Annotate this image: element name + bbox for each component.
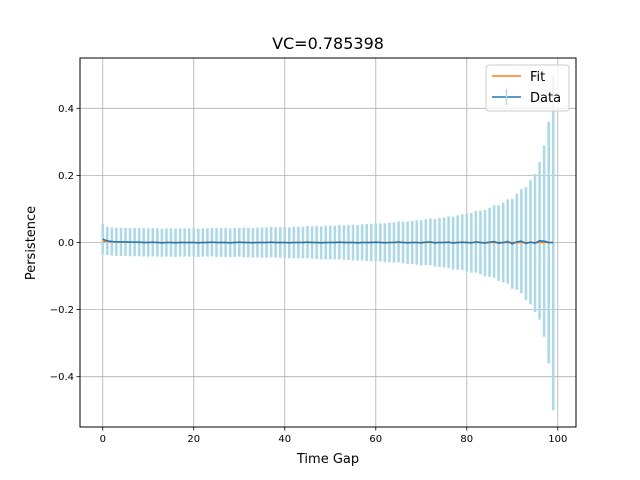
- y-tick-label: −0.2: [50, 305, 74, 316]
- x-tick-label: 20: [187, 434, 200, 445]
- chart-title: VC=0.785398: [272, 34, 384, 53]
- x-tick-label: 0: [100, 434, 106, 445]
- y-axis-label: Persistence: [24, 206, 39, 280]
- axis-ticks: 0 20 40 60 80 100 −0.4 −0.2 0.0 0.2 0.4: [50, 104, 568, 445]
- legend: Fit Data: [485, 64, 570, 112]
- legend-data-label: Data: [530, 91, 561, 106]
- y-tick-label: −0.4: [50, 372, 74, 383]
- legend-fit-label: Fit: [530, 70, 545, 85]
- y-tick-label: 0.2: [58, 171, 74, 182]
- x-tick-label: 100: [548, 434, 567, 445]
- x-tick-label: 60: [369, 434, 382, 445]
- series-lines: [102, 238, 554, 245]
- y-tick-label: 0.4: [58, 104, 74, 115]
- y-tick-label: 0.0: [58, 238, 74, 249]
- x-axis-label: Time Gap: [296, 452, 359, 467]
- data-line: [102, 238, 554, 245]
- x-tick-label: 40: [278, 434, 291, 445]
- x-tick-label: 80: [460, 434, 473, 445]
